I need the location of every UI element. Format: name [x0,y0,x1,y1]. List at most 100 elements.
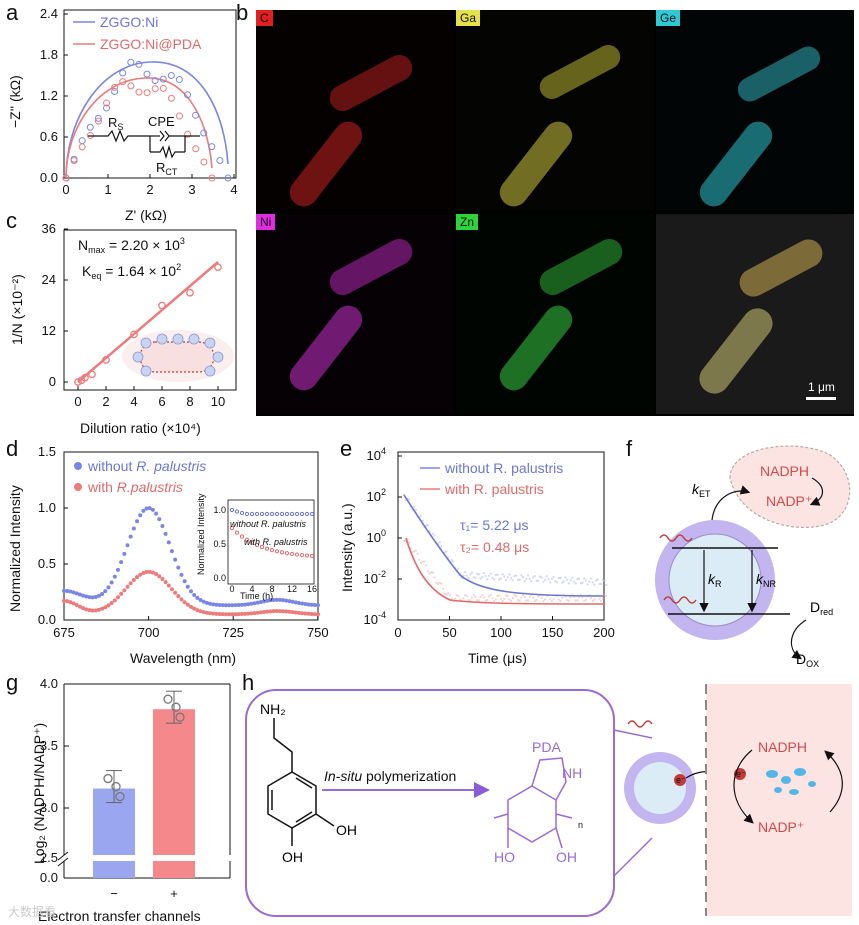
inset-point-with [279,550,285,555]
panel-d-series-with [62,569,320,617]
panel-b-em-maps: C Ga Ge Ni Zn 1 μm [256,10,854,416]
d-point-without [77,592,82,597]
panel-e-fit-with [405,537,605,605]
d-point-without [103,589,108,594]
a-ytick-label: 2.4 [40,6,58,21]
e-raw-with [467,598,470,602]
pda-oh: OH [556,849,577,865]
d-point-without [141,508,146,513]
d-point-without [309,602,314,607]
d-point-with [160,576,165,581]
e-raw-with [506,594,509,597]
e-raw-without [521,575,525,579]
e-raw-without [482,572,485,575]
d-point-without [100,591,105,596]
c-ytick-label: 24 [42,272,56,287]
d-point-without [65,589,70,594]
polymerization-box [245,689,615,917]
d-point-without [160,523,165,528]
e-raw-without [588,580,591,583]
d-ytick-label: 1.5 [38,444,56,459]
e-raw-with [493,599,496,603]
a-point-1 [208,143,216,151]
panel-g-bar-chart: 0.02.53.03.54.0 − + Log₂ (NADPH/NADP⁺) El… [8,676,234,924]
e-raw-without [501,573,504,576]
a-point-2 [208,174,216,182]
e-raw-without [572,580,576,583]
inset-point-with [259,544,265,550]
em-label-ni: Ni [256,214,276,230]
e-raw-with [433,576,436,579]
d-point-with [62,598,66,603]
d-point-with [192,606,197,611]
inset-label-with: with R. palustris [244,537,308,547]
d-point-with [176,594,181,599]
e-raw-without [484,574,487,578]
e-raw-without [504,579,508,582]
e-ytick-label: 100 [367,528,386,545]
panel-letter-f: f [626,436,633,461]
e-raw-with [598,597,601,600]
e-raw-without [581,581,584,584]
a-point-1 [103,104,110,112]
a-point-1 [135,60,143,68]
d-xtick-label: 675 [53,625,75,640]
pda-label: PDA [532,739,561,755]
d-xtick-label: 750 [307,625,329,640]
d-point-with [144,570,149,575]
d-point-without [119,560,124,565]
e-raw-without [569,579,572,582]
inset-point-with [244,537,250,542]
e-raw-with [576,599,579,602]
d-point-without [122,551,127,556]
e-raw-without [557,576,560,579]
a-point-2 [111,83,119,91]
axis-break-marks [57,851,69,867]
e-raw-with [443,592,446,596]
e-raw-with [496,594,499,597]
d-point-without [242,602,247,607]
e-raw-with [435,581,438,584]
f-ket: kET [692,481,711,499]
e-raw-with [510,599,513,603]
e-raw-with [464,594,467,597]
g-bar-1 [153,709,195,878]
a-point-2 [127,82,135,90]
panel-d-inset-data: 0 4 8 12 16 1.0 0.5 0.0 [213,505,317,594]
e-raw-with [447,592,450,595]
a-point-1 [175,76,183,84]
d-point-with [236,612,241,617]
a-point-2 [159,84,167,92]
panel-d-ticks: 675 700 725 750 0.0 0.5 1.0 1.5 [38,444,329,640]
d-point-with [262,609,267,614]
e-raw-with [419,561,423,564]
e-raw-with [513,594,516,597]
legend-zggo-ni-pda: ZGGO:Ni@PDA [100,36,202,52]
e-raw-without [414,508,417,511]
c-ytick-label: 12 [42,323,56,338]
d-point-with [220,612,225,617]
c-point [102,356,110,364]
c-point [214,263,222,272]
panel-c-keq: Keq = 1.64 × 102 [82,262,181,281]
e-label-1: e⁻ [676,775,686,785]
d-point-with [204,610,209,615]
f-dred: Dred [810,599,833,617]
e-raw-with [448,594,451,597]
e-raw-with [431,571,434,574]
e-raw-without [498,578,501,581]
inset-xtick-label: 4 [249,584,254,594]
g-replicate [111,781,121,792]
d-point-without [138,513,143,518]
a-point-1 [143,70,151,78]
d-point-with [81,606,86,611]
d-point-without [198,598,203,603]
panel-letter-d: d [6,436,18,461]
d-point-without [293,600,298,605]
d-point-with [268,609,273,614]
e-raw-with [477,599,480,602]
d-point-without [189,589,193,594]
e-raw-with [566,598,569,602]
panel-a-nyquist: 0 1 2 3 4 0.0 0.6 1.2 1.8 2.4 ZGGO:Ni ZGGO:Ni@PDA… [7,6,238,223]
